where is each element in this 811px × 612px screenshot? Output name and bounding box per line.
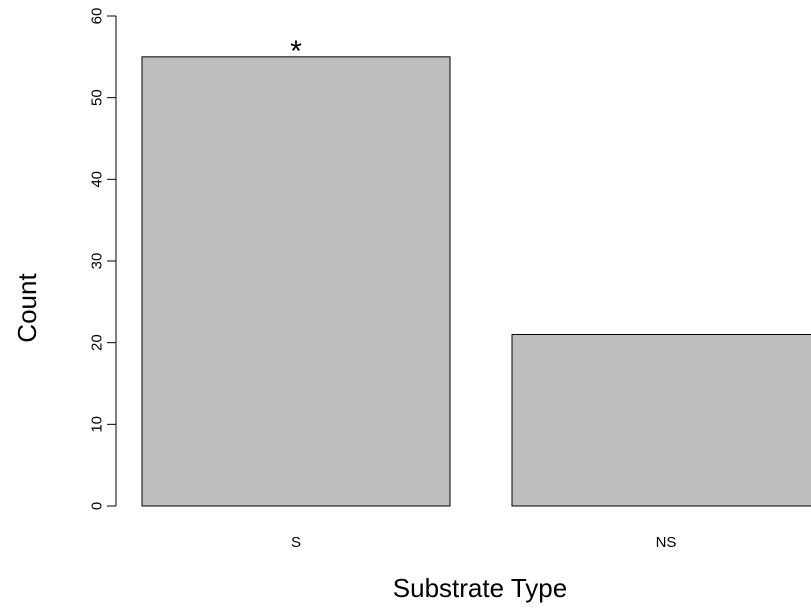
- y-tick-label-30: 30: [88, 253, 105, 270]
- bars-group: [141, 56, 811, 507]
- x-tick-label-s: S: [291, 534, 301, 551]
- y-tick-label-60: 60: [88, 8, 105, 25]
- y-tick-label-0: 0: [88, 502, 105, 510]
- significance-annotation: *: [290, 35, 302, 68]
- annotations-group: *: [290, 35, 302, 68]
- y-axis-title: Count: [12, 273, 42, 343]
- y-axis: 0 10 20 30 40 50 60: [88, 8, 117, 510]
- y-tick-label-40: 40: [88, 171, 105, 188]
- x-axis-title: Substrate Type: [393, 573, 567, 603]
- y-tick-label-20: 20: [88, 334, 105, 351]
- bar-s: [141, 56, 451, 507]
- y-tick-label-10: 10: [88, 416, 105, 433]
- bar-ns: [511, 334, 811, 507]
- x-tick-labels: S NS: [291, 534, 676, 551]
- x-tick-label-ns: NS: [656, 534, 677, 551]
- y-tick-label-50: 50: [88, 89, 105, 106]
